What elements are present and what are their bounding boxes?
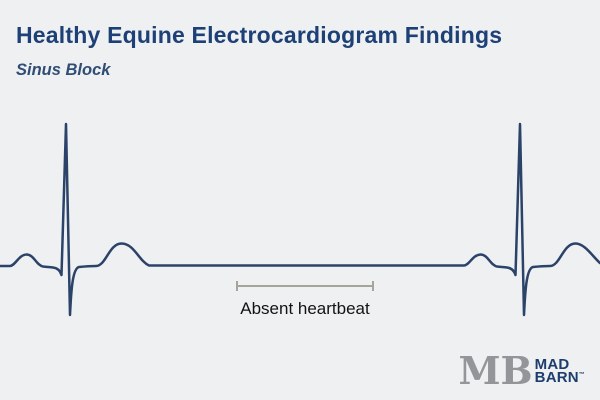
absent-interval-bracket bbox=[236, 281, 374, 291]
page-title: Healthy Equine Electrocardiogram Finding… bbox=[16, 22, 503, 48]
madbarn-wordmark-line2: BARN™ bbox=[534, 369, 585, 386]
ecg-trace-line bbox=[0, 122, 600, 317]
madbarn-wordmark: MAD BARN™ bbox=[534, 356, 585, 386]
page-subtitle: Sinus Block bbox=[16, 61, 111, 79]
madbarn-logo: MB MAD BARN™ bbox=[458, 348, 585, 393]
madbarn-wordmark-line1: MAD bbox=[534, 356, 570, 373]
madbarn-monogram: MB bbox=[458, 348, 533, 393]
absent-heartbeat-label: Absent heartbeat bbox=[240, 299, 370, 318]
trademark-symbol: ™ bbox=[578, 372, 585, 378]
